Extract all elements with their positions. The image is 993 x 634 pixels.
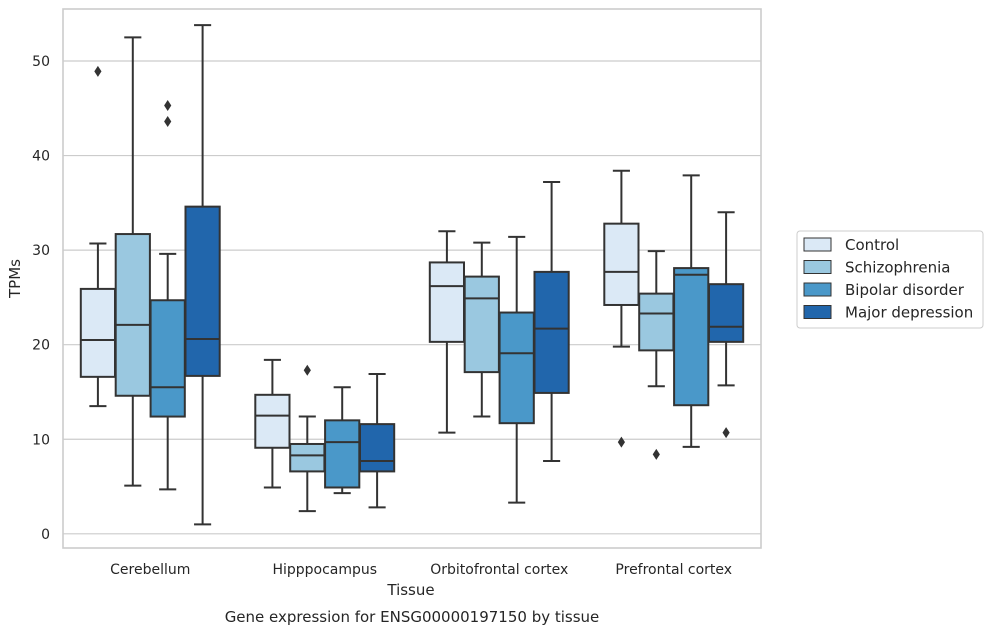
box-schizophrenia (289, 442, 326, 473)
box-control (428, 261, 466, 343)
outlier-point (164, 116, 172, 128)
chart-caption: Gene expression for ENSG00000197150 by t… (225, 608, 600, 626)
legend: Control Schizophrenia Bipolar disorder Majo… (796, 230, 984, 329)
legend-item: Major depression (803, 304, 973, 322)
category-group (254, 358, 396, 513)
x-tick-label: Hipppocampus (272, 562, 377, 578)
y-axis-label: TPMs (6, 259, 24, 299)
box-bipolar-disorder (149, 299, 186, 418)
y-tick-label: 20 (32, 338, 50, 354)
box-major-depression (533, 270, 570, 394)
y-tick-label: 0 (41, 527, 50, 543)
legend-item: Bipolar disorder (803, 281, 965, 299)
x-tick-labels: Cerebellum Hipppocampus Orbitofrontal cort… (110, 562, 732, 578)
legend-label: Major depression (845, 304, 973, 322)
category-group (428, 181, 570, 504)
category-group (603, 169, 745, 460)
y-tick-label: 10 (32, 432, 50, 448)
box-major-depression (184, 205, 221, 377)
legend-items: Control Schizophrenia Bipolar disorder Majo… (803, 236, 973, 322)
box-bipolar-disorder (673, 267, 710, 407)
box-bipolar-disorder (324, 419, 361, 489)
x-tick-label: Cerebellum (110, 562, 190, 578)
box-bipolar-disorder (498, 311, 535, 425)
legend-label: Schizophrenia (845, 259, 950, 277)
legend-item: Control (803, 236, 899, 254)
box-groups (79, 24, 745, 526)
y-tick-labels: 0 10 20 30 40 50 (32, 54, 50, 543)
box-major-depression (358, 423, 396, 473)
legend-label: Control (845, 236, 899, 254)
x-axis-label: Tissue (386, 581, 434, 599)
outlier-point (652, 448, 660, 460)
category-group (79, 24, 221, 526)
outlier-point (303, 364, 311, 376)
box-control (79, 287, 117, 378)
outlier-point (164, 99, 172, 111)
box-schizophrenia (463, 275, 500, 374)
box-schizophrenia (638, 292, 675, 352)
legend-frame (796, 230, 984, 329)
y-tick-label: 40 (32, 149, 50, 165)
legend-label: Bipolar disorder (845, 281, 965, 299)
outlier-point (94, 65, 102, 77)
box-schizophrenia (114, 233, 151, 397)
box-control (254, 393, 291, 449)
legend-swatch (803, 305, 832, 319)
y-tick-label: 50 (32, 54, 50, 70)
outlier-point (617, 436, 625, 448)
plot-frame (62, 8, 762, 549)
legend-item: Schizophrenia (803, 259, 950, 277)
box-control (603, 222, 640, 306)
x-tick-label: Prefrontal cortex (615, 562, 732, 578)
x-tick-label: Orbitofrontal cortex (430, 562, 568, 578)
outlier-point (722, 427, 730, 439)
y-tick-label: 30 (32, 243, 50, 259)
legend-swatch (803, 282, 832, 297)
legend-swatch (803, 237, 832, 252)
box-major-depression (707, 283, 745, 343)
legend-swatch (803, 260, 832, 274)
